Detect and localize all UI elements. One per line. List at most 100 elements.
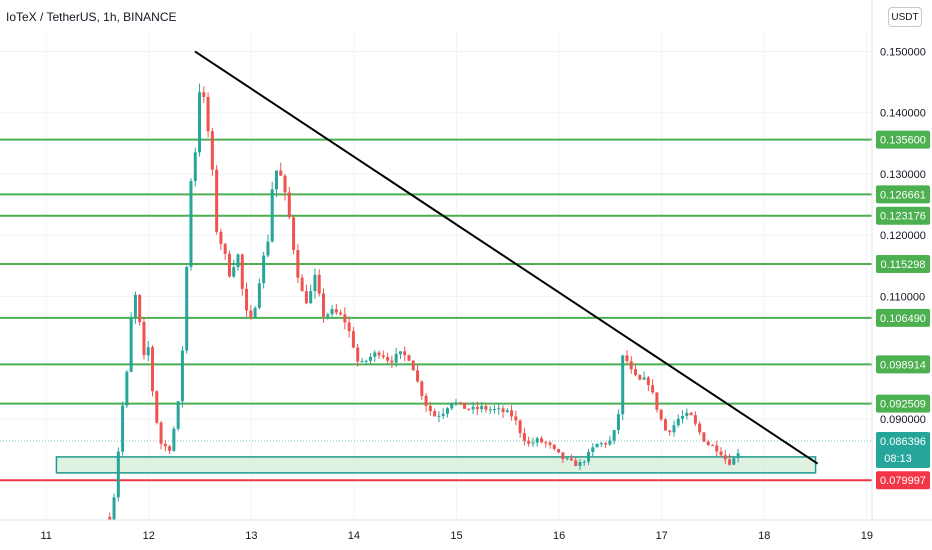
candle-body (488, 409, 492, 411)
x-tick-label: 13 (245, 530, 257, 542)
level-label-bg (876, 185, 930, 204)
candle-body (587, 451, 591, 462)
candle-body (428, 405, 432, 412)
candle-body (168, 446, 172, 451)
candle-body (407, 355, 411, 361)
price-labels: 0.135600 0.126661 0.123176 0.115298 0.106490… (876, 130, 930, 490)
candle-body (531, 442, 535, 444)
candle-body (569, 458, 573, 461)
candle-body (681, 415, 685, 419)
candle-body (565, 458, 569, 460)
candle-body (112, 497, 116, 520)
candle-body (394, 353, 398, 363)
level-label-bg (876, 206, 930, 225)
candle-body (219, 231, 223, 244)
candle-body (304, 291, 308, 304)
candle-body (544, 442, 548, 444)
level-label-bg (876, 308, 930, 327)
candle-body (206, 96, 210, 132)
candle-body (514, 416, 518, 421)
candle-body (287, 192, 291, 218)
candle-body (420, 381, 424, 396)
candle-body (638, 375, 642, 380)
candle-body (715, 445, 719, 452)
level-label: 0.098914 (880, 359, 926, 371)
candle-body (253, 307, 257, 318)
candle-body (343, 314, 347, 323)
candle-body (655, 392, 659, 410)
candle-body (604, 443, 608, 445)
x-tick-label: 14 (348, 530, 360, 542)
candle-body (210, 131, 214, 170)
candle-body (155, 391, 159, 423)
candle-body (591, 447, 595, 452)
candle-body (599, 443, 603, 445)
x-tick-label: 18 (758, 530, 770, 542)
x-tick-label: 15 (450, 530, 462, 542)
candle-body (223, 243, 227, 254)
candle-body (736, 453, 740, 459)
candle-body (480, 405, 484, 410)
support-zone (55, 456, 817, 474)
candle-body (381, 355, 385, 358)
y-tick-label: 0.130000 (880, 169, 926, 181)
candle-body (262, 255, 266, 284)
current-price-label-bg (876, 432, 930, 469)
candle-body (360, 361, 364, 363)
candle-body (518, 420, 522, 434)
current-price-label: 0.086396 (880, 436, 926, 448)
time-axis-bg (0, 520, 932, 550)
candle-body (634, 369, 638, 376)
candle-body (719, 451, 723, 456)
trendline-group (194, 50, 819, 465)
candle-body (552, 444, 556, 449)
candle-body (450, 403, 454, 409)
level-label-bg (876, 130, 930, 149)
candle-body (266, 241, 270, 256)
candle-body (403, 351, 407, 356)
y-tick-label: 0.110000 (880, 291, 925, 303)
candle-body (595, 443, 599, 448)
level-label-bg (876, 254, 930, 273)
candle-body (629, 361, 633, 370)
candle-body (505, 410, 509, 413)
candle-body (142, 321, 146, 356)
candles (108, 83, 740, 523)
level-label: 0.123176 (880, 211, 926, 223)
candle-body (356, 347, 360, 362)
candle-body (732, 458, 736, 465)
candle-body (193, 152, 197, 182)
candle-body (433, 411, 437, 417)
countdown-label: 08:13 (884, 453, 912, 465)
candle-body (582, 461, 586, 463)
candle-body (180, 350, 184, 402)
x-tick-label: 17 (656, 530, 668, 542)
candle-body (377, 352, 381, 356)
chart-title: IoTeX / TetherUS, 1h, BINANCE (6, 10, 177, 24)
x-tick-label: 19 (861, 530, 873, 542)
candle-body (557, 448, 561, 453)
candle-body (146, 347, 150, 356)
candle-body (424, 395, 428, 406)
candle-body (535, 438, 539, 443)
candle-body (698, 423, 702, 433)
candle-body (249, 310, 253, 318)
candle-body (702, 432, 706, 442)
candle-body (232, 267, 236, 277)
candle-body (616, 414, 620, 431)
level-label-bg (876, 355, 930, 374)
candle-body (245, 288, 249, 311)
y-tick-label: 0.140000 (880, 108, 926, 120)
y-tick-label: 0.090000 (880, 414, 926, 426)
candle-body (321, 293, 325, 317)
candle-body (689, 412, 693, 416)
level-label-bg (876, 394, 930, 413)
candle-body (326, 314, 330, 317)
candle-body (437, 415, 441, 417)
candle-body (663, 419, 667, 431)
candle-body (334, 309, 338, 313)
currency-button[interactable]: USDT (888, 7, 922, 27)
candle-body (685, 412, 689, 416)
